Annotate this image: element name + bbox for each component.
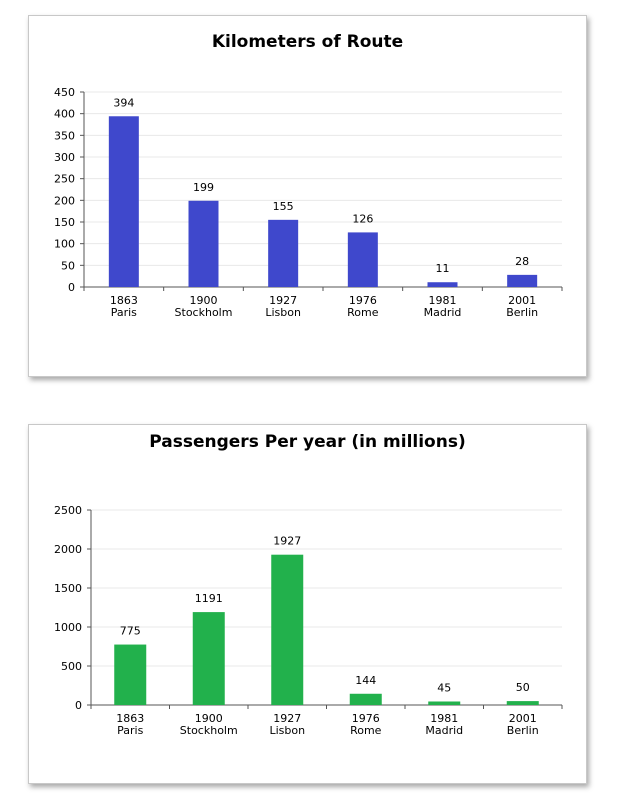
bar — [108, 116, 139, 288]
chart-panel-route: Kilometers of Route 0 50 100 150 200 250 300 35… — [28, 15, 587, 377]
y-tick-label: 1000 — [54, 621, 82, 634]
bar — [192, 612, 225, 705]
y-tick-label: 250 — [54, 173, 75, 186]
x-tick-label-year: 1976 — [349, 294, 377, 307]
y-tick-label: 0 — [75, 699, 82, 712]
x-tick-label-year: 1900 — [195, 712, 223, 725]
y-tick-label: 1500 — [54, 582, 82, 595]
x-tick-label-city: Paris — [117, 724, 143, 737]
x-tick-label-year: 1863 — [116, 712, 144, 725]
x-tick-label-city: Rome — [347, 306, 379, 319]
y-tick-label: 200 — [54, 194, 75, 207]
y-tick-label: 2000 — [54, 543, 82, 556]
x-tick-label-year: 1976 — [352, 712, 380, 725]
data-label: 394 — [113, 96, 134, 109]
chart-panel-passengers: Passengers Per year (in millions) 0 500 10… — [28, 424, 587, 784]
x-tick-label-year: 1863 — [110, 294, 138, 307]
data-label: 50 — [516, 681, 530, 694]
x-tick-label-city: Stockholm — [175, 306, 233, 319]
y-tick-label: 2500 — [54, 504, 82, 517]
y-tick-label: 300 — [54, 151, 75, 164]
bar — [271, 554, 304, 705]
data-label: 126 — [352, 212, 373, 225]
x-tick-label-city: Stockholm — [180, 724, 238, 737]
bar — [347, 232, 378, 287]
bar — [349, 693, 382, 705]
x-tick-label-year: 1981 — [430, 712, 458, 725]
data-label: 775 — [120, 625, 141, 638]
bar — [507, 274, 538, 287]
x-tick-label-city: Paris — [111, 306, 137, 319]
x-tick-label-city: Berlin — [506, 306, 538, 319]
x-tick-label-city: Lisbon — [265, 306, 301, 319]
data-label: 1927 — [273, 535, 301, 548]
data-label: 28 — [515, 255, 529, 268]
chart-title: Passengers Per year (in millions) — [149, 432, 466, 452]
data-label: 1191 — [195, 592, 223, 605]
data-label: 199 — [193, 181, 214, 194]
y-tick-label: 150 — [54, 216, 75, 229]
x-tick-label-year: 1927 — [269, 294, 297, 307]
bar — [428, 701, 461, 705]
data-label: 45 — [437, 681, 451, 694]
bar — [506, 701, 539, 705]
y-tick-label: 50 — [61, 259, 75, 272]
bar — [114, 644, 147, 705]
data-label: 144 — [355, 674, 376, 687]
x-tick-label-city: Madrid — [424, 306, 462, 319]
x-tick-label-year: 1927 — [273, 712, 301, 725]
data-label: 11 — [436, 262, 450, 275]
y-tick-label: 500 — [61, 660, 82, 673]
x-tick-label-year: 2001 — [508, 294, 536, 307]
y-tick-label: 450 — [54, 86, 75, 99]
x-tick-label-year: 2001 — [509, 712, 537, 725]
chart-title: Kilometers of Route — [211, 32, 404, 52]
y-tick-label: 0 — [68, 281, 75, 294]
x-tick-label-year: 1900 — [190, 294, 218, 307]
bar — [268, 219, 299, 287]
x-tick-label-city: Lisbon — [269, 724, 305, 737]
y-tick-label: 100 — [54, 238, 75, 251]
y-tick-label: 400 — [54, 108, 75, 121]
x-tick-label-city: Madrid — [425, 724, 463, 737]
x-tick-label-city: Rome — [350, 724, 382, 737]
bar — [427, 282, 458, 287]
bar — [188, 200, 219, 287]
data-label: 155 — [273, 200, 294, 213]
x-tick-label-year: 1981 — [429, 294, 457, 307]
y-tick-label: 350 — [54, 129, 75, 142]
x-tick-label-city: Berlin — [507, 724, 539, 737]
